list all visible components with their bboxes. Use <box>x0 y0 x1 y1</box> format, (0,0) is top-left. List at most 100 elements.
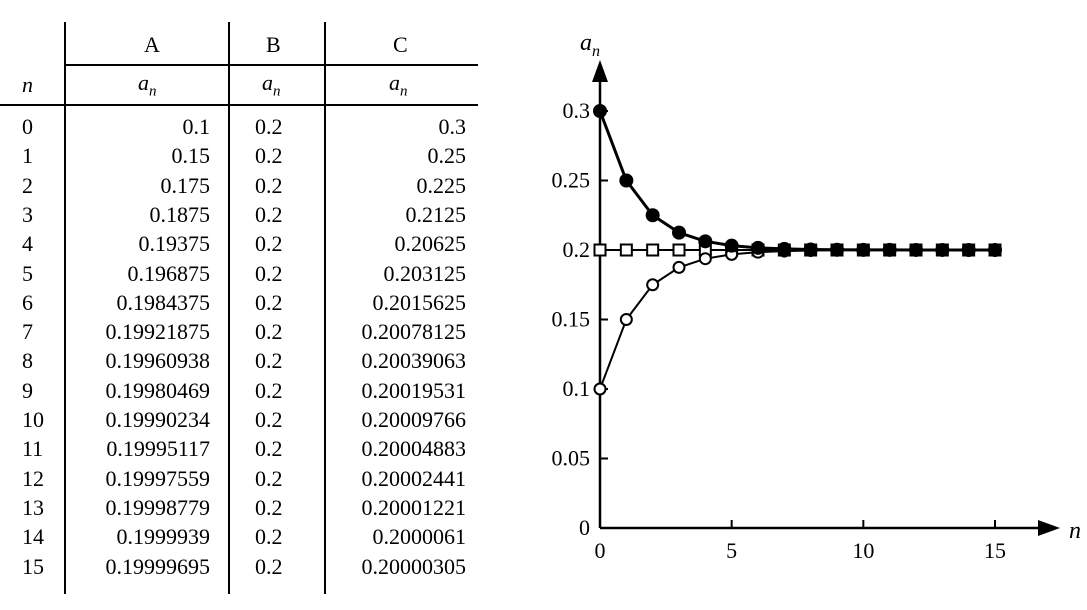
table-cell-c: 0.20001221 <box>361 494 467 520</box>
y-tick-label: 0.15 <box>552 307 591 332</box>
table-cell-n: 9 <box>22 377 33 403</box>
series-point-filled-circle <box>777 241 792 256</box>
table-cell-c: 0.25 <box>427 143 467 169</box>
series-point-open-circle <box>698 252 712 266</box>
table-cell-b: 0.2 <box>255 231 283 257</box>
table-cell-c: 0.203125 <box>383 260 467 286</box>
y-tick-label: 0 <box>579 515 590 540</box>
series-point-filled-circle <box>619 173 634 188</box>
column-header-n: n <box>22 72 33 97</box>
table-cell-b: 0.2 <box>255 553 283 579</box>
column-header-b: B <box>266 32 281 57</box>
y-tick-label: 0.25 <box>552 168 591 193</box>
table-cell-n: 3 <box>22 201 33 227</box>
table-cell-c: 0.225 <box>416 172 467 198</box>
series-point-open-circle <box>672 260 686 274</box>
x-tick-label: 10 <box>852 538 874 563</box>
table-cell-c: 0.20004883 <box>361 436 467 462</box>
table-cell-n: 12 <box>22 465 44 491</box>
table-cell-b: 0.2 <box>255 260 283 286</box>
table-cell-a: 0.196875 <box>127 260 211 286</box>
table-cell-c: 0.2015625 <box>372 289 467 315</box>
series-point-filled-circle <box>593 104 607 118</box>
table-cell-b: 0.2 <box>255 172 283 198</box>
table-cell-a: 0.19921875 <box>105 319 211 345</box>
column-subheader-c: an <box>389 70 408 100</box>
series-point-square <box>672 243 686 257</box>
table-cell-b: 0.2 <box>255 524 283 550</box>
table-cell-b: 0.2 <box>255 114 283 139</box>
x-axis-title: n <box>1069 518 1081 544</box>
table-cell-n: 4 <box>22 231 33 257</box>
table-cell-b: 0.2 <box>255 348 283 374</box>
table-cell-n: 1 <box>22 143 33 169</box>
table-cell-b: 0.2 <box>255 494 283 520</box>
series-line-filled-circle <box>598 110 996 252</box>
table-cell-a: 0.1 <box>182 114 211 139</box>
table-cell-a: 0.1999939 <box>116 524 211 550</box>
table-cell-a: 0.19375 <box>138 231 211 257</box>
column-divider-3 <box>324 22 326 594</box>
column-divider-1 <box>64 22 66 594</box>
table-cell-n: 14 <box>22 524 44 550</box>
table-cell-a: 0.19960938 <box>105 348 211 374</box>
column-header-c: C <box>393 32 408 57</box>
table-cell-b: 0.2 <box>255 407 283 432</box>
table-cell-n: 15 <box>22 553 44 579</box>
series-point-filled-circle <box>724 238 739 253</box>
series-point-square <box>619 243 633 257</box>
sequence-chart: 0 0.05 0.1 0.15 0.2 0.25 0.3 0 5 10 15 n an <box>520 0 1087 610</box>
table-cell-n: 7 <box>22 319 33 345</box>
table-cell-a: 0.19997559 <box>105 465 211 491</box>
x-tick-label: 5 <box>726 538 737 563</box>
y-axis-title: an <box>580 30 600 60</box>
series-point-filled-circle <box>935 242 950 257</box>
table-cell-a: 0.19999695 <box>105 553 211 579</box>
table-cell-a: 0.1875 <box>149 201 211 227</box>
table-cell-c: 0.3 <box>438 114 467 139</box>
series-point-filled-circle <box>672 225 686 240</box>
y-tick-label: 0.3 <box>563 98 591 123</box>
table-cell-n: 11 <box>22 436 44 462</box>
series-point-filled-circle <box>961 242 976 257</box>
table-cell-c: 0.2000061 <box>372 524 467 550</box>
table-cell-a: 0.175 <box>160 172 211 198</box>
series-point-open-circle <box>593 382 607 396</box>
column-header-a: A <box>144 32 160 57</box>
table-cell-a: 0.15 <box>171 143 211 169</box>
table-cell-b: 0.2 <box>255 436 283 462</box>
table-cell-b: 0.2 <box>255 201 283 227</box>
table-cell-a: 0.19998779 <box>105 494 211 520</box>
series-point-filled-circle <box>988 242 1002 257</box>
table-cell-c: 0.20625 <box>394 231 467 257</box>
series-point-filled-circle <box>803 242 818 257</box>
table-cell-c: 0.20009766 <box>361 407 467 432</box>
table-cell-b: 0.2 <box>255 143 283 169</box>
table-cell-c: 0.20000305 <box>361 553 467 579</box>
column-divider-2 <box>228 22 230 594</box>
table-cell-n: 5 <box>22 260 33 286</box>
sequence-table: A B C n an an an 0 0.1 0.2 0.3 1 0.15 0.2 0.25 2… <box>0 0 520 610</box>
series-point-open-circle <box>646 278 660 292</box>
header-rule-top <box>66 64 478 66</box>
table-cell-n: 8 <box>22 348 33 374</box>
x-tick-label: 15 <box>984 538 1006 563</box>
table-cell-c: 0.20019531 <box>361 377 467 403</box>
table-cell-b: 0.2 <box>255 319 283 345</box>
table-cell-a: 0.19990234 <box>105 407 211 432</box>
series-point-square <box>593 243 607 257</box>
table-cell-a: 0.19995117 <box>106 436 210 462</box>
table-cell-b: 0.2 <box>255 465 283 491</box>
series-line-open-circle <box>599 249 996 390</box>
y-tick-label: 0.1 <box>563 376 591 401</box>
table-cell-a: 0.19980469 <box>105 377 211 403</box>
series-point-square <box>646 243 660 257</box>
table-cell-a: 0.1984375 <box>116 289 211 315</box>
x-axis-arrow <box>1038 520 1060 536</box>
series-point-filled-circle <box>698 234 713 249</box>
table-cell-c: 0.20039063 <box>361 348 467 374</box>
series-point-filled-circle <box>830 242 844 257</box>
y-tick-label: 0.2 <box>563 237 591 262</box>
table-cell-n: 13 <box>22 494 44 520</box>
